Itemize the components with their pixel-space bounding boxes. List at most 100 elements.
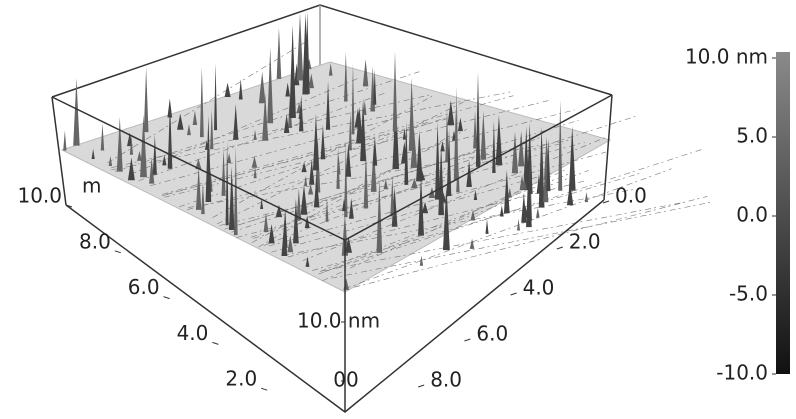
spike [558,100,563,191]
scan-line [287,180,585,258]
scan-line [110,91,511,171]
spike [466,160,472,188]
spike [447,100,455,126]
spike [263,212,269,233]
spike [517,218,521,231]
spike [325,198,329,222]
spike [149,157,155,184]
spike [152,134,157,175]
corner-label: 0 [346,368,359,392]
spike [224,82,231,97]
spike [536,174,542,194]
spike [421,201,429,214]
spike [267,47,274,124]
y-tick-label: 2.0 [569,230,601,254]
spike [345,142,352,177]
spike [526,157,532,228]
spike [167,101,173,169]
spike [345,236,353,253]
spike [383,179,388,190]
spike [233,103,239,140]
spike [485,219,489,234]
y-tick-label: 6.0 [476,322,508,346]
spike [195,166,202,210]
scan-line [212,94,435,218]
spike [419,255,424,266]
x-tick [261,387,268,391]
spike [129,135,134,155]
spike [391,186,398,227]
spike [470,209,476,221]
spike [348,198,354,219]
spike [521,205,529,218]
spike [192,110,198,126]
scan-line [114,71,420,172]
colorbar-tick-label: -10.0 [716,361,768,385]
spike [373,69,377,105]
spike [63,130,67,151]
spike [253,166,257,179]
scan-line [164,100,550,198]
spike [507,187,512,198]
spike [238,79,243,100]
spike [341,214,349,256]
spike [260,198,264,209]
z-tick-label: 0 [333,368,346,392]
spike [344,142,348,218]
y-tick-label: 4.0 [523,276,555,300]
y-tick-label: 0.0 [615,184,647,208]
y-tick [418,384,425,388]
x-tick [212,341,219,345]
box-edge [65,199,605,413]
spike [299,94,304,132]
x-tick-label: 2.0 [225,367,257,391]
spike [402,127,407,140]
spike [336,155,341,175]
spike [275,204,283,218]
scan-line [331,201,712,279]
spike [372,136,378,166]
spike [418,175,424,236]
colorbar-tick-label: -5.0 [729,282,768,306]
spike [210,110,214,150]
spike [303,175,308,187]
spike [312,113,319,171]
spike [392,97,400,170]
x-tick-label: 10.0 [17,184,62,208]
x-tick-label: 8.0 [79,229,111,253]
spike [351,63,355,135]
colorbar-tick-label: 0.0 [736,203,768,227]
spike [177,113,184,130]
spike [293,198,299,244]
scan-line [320,201,685,272]
spike [499,205,504,217]
spike [262,93,269,141]
colorbar [776,52,790,374]
y-tick [510,292,517,296]
x-tick [163,296,170,300]
spike [469,238,475,249]
spike [408,77,415,151]
box-front [51,94,613,413]
scan-line [302,137,606,261]
y-tick [464,338,471,342]
spike [201,183,205,215]
x-unit: m [82,174,101,198]
spike [446,129,452,197]
spike [304,11,310,95]
spike [313,174,320,208]
spike [410,127,418,168]
spike [363,150,369,209]
scan-line [324,149,702,272]
spike [305,256,310,267]
spike [137,150,142,161]
spike [296,188,302,221]
spike [307,184,314,195]
x-tick-label: 4.0 [177,321,209,345]
spike [457,117,463,132]
spike [100,123,105,151]
scan-line [258,126,466,248]
spike [73,78,80,146]
z-tick-label: 10.0 nm [297,309,380,333]
spike [360,98,367,162]
